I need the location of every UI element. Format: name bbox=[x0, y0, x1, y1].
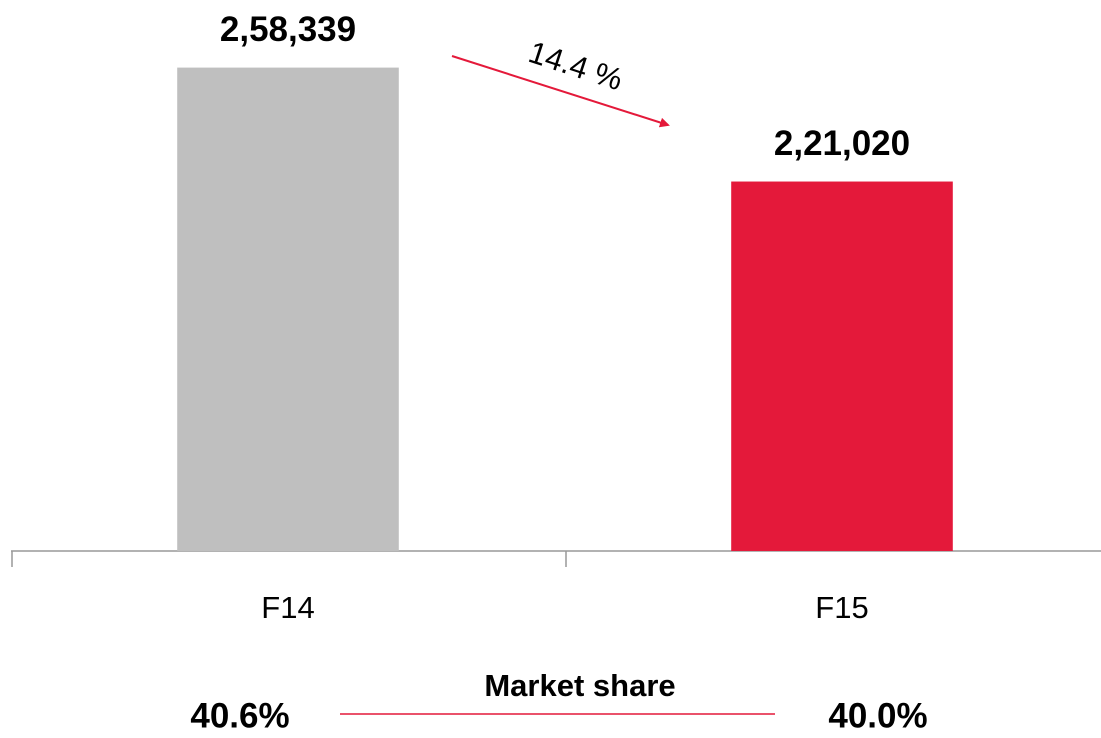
value-label: 2,21,020 bbox=[774, 124, 910, 163]
x-tick-label: F15 bbox=[815, 590, 868, 625]
x-tick-label: F14 bbox=[261, 590, 314, 625]
bar bbox=[731, 181, 953, 551]
value-label: 2,58,339 bbox=[220, 10, 356, 49]
market-share-label: 40.0% bbox=[828, 696, 927, 735]
bar bbox=[177, 67, 399, 552]
change-annotation: 14.4 % bbox=[524, 34, 627, 97]
market-share-label: 40.6% bbox=[190, 696, 289, 735]
change-arrow bbox=[451, 55, 670, 128]
market-share-title: Market share bbox=[484, 668, 675, 703]
